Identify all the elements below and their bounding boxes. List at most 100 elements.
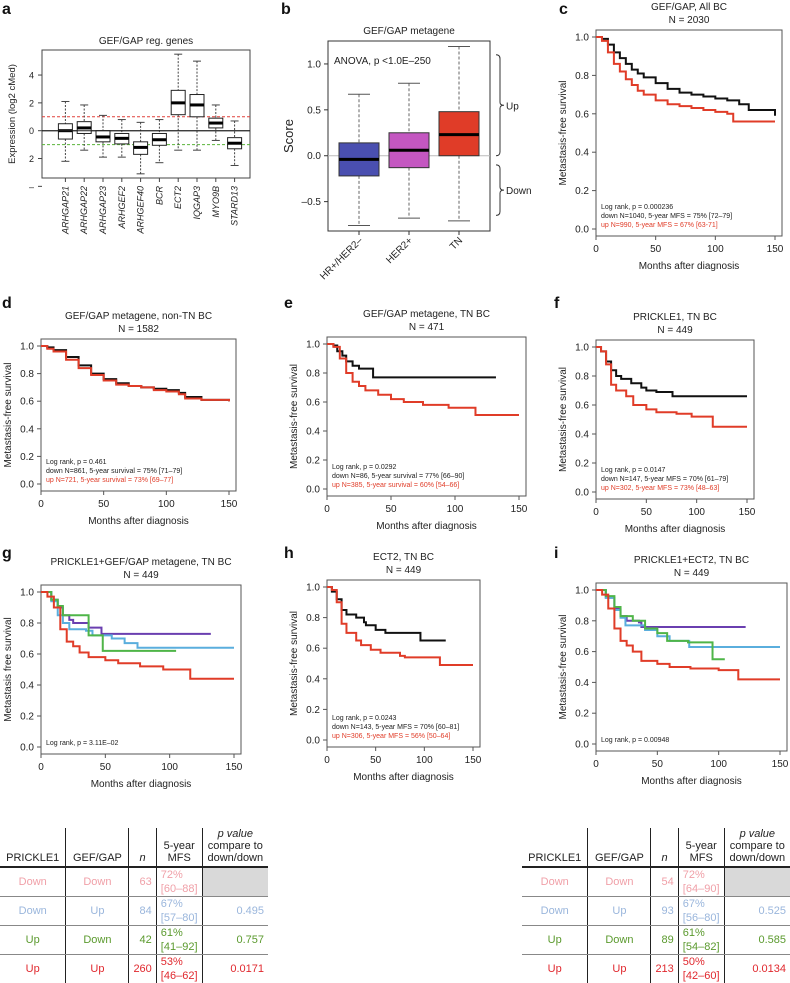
legend-line: down N=143, 5-year MFS = 70% [60–81] bbox=[332, 724, 459, 731]
y-tick-label: 0.8 bbox=[575, 372, 589, 383]
x-axis-label: Months after diagnosis bbox=[91, 779, 192, 790]
y-tick-label: 0.8 bbox=[575, 616, 589, 627]
x-tick-label: 0 bbox=[324, 755, 330, 766]
y-tick-label: 0.8 bbox=[20, 619, 34, 630]
x-axis-label: Months after diagnosis bbox=[353, 772, 454, 783]
y-tick-label: 0.2 bbox=[575, 186, 589, 197]
cell-prickle1: Up bbox=[0, 926, 66, 955]
x-tick-label: HR+/HER2– bbox=[318, 235, 365, 282]
chart-title: GEF/GAP reg. genes bbox=[99, 36, 193, 47]
x-tick-label: HER2+ bbox=[384, 235, 415, 266]
panel-d: GEF/GAP metagene, non-TN BCN = 15820.00.… bbox=[3, 311, 238, 527]
chart-title: GEF/GAP metagene, TN BC bbox=[363, 309, 490, 320]
y-tick-label: 0.0 bbox=[575, 488, 589, 499]
y-tick-label: 0.0 bbox=[575, 225, 589, 236]
panel-letter-e: e bbox=[284, 295, 293, 312]
panel-e: GEF/GAP metagene, TN BCN = 4710.00.20.40… bbox=[289, 309, 528, 532]
cell-p-value: 0.757 bbox=[202, 926, 268, 955]
chart-subtitle: N = 1582 bbox=[118, 324, 159, 335]
y-axis-label: Metastasis-free survival bbox=[558, 614, 569, 719]
x-tick-label: 150 bbox=[767, 244, 784, 255]
chart-title: GEF/GAP metagene, non-TN BC bbox=[65, 311, 212, 322]
x-axis-label: Months after diagnosis bbox=[641, 776, 742, 787]
km-curve-prickle1-up-gef-gap-up bbox=[41, 592, 234, 679]
x-tick-label: ARHGAP23 bbox=[98, 186, 108, 235]
chart-title: GEF/GAP, All BC bbox=[651, 2, 727, 13]
cell-n: 93 bbox=[651, 897, 678, 926]
x-tick-label: 0 bbox=[593, 507, 599, 518]
cell-p-value bbox=[202, 867, 268, 897]
y-tick-label: 0.0 bbox=[306, 485, 320, 496]
col-n: n bbox=[651, 828, 678, 867]
x-tick-label: 150 bbox=[772, 759, 789, 770]
x-tick-label: 50 bbox=[98, 499, 110, 510]
y-tick-label: 1.0 bbox=[20, 342, 34, 353]
x-tick-label: ARHGAP21 bbox=[60, 186, 70, 235]
y-tick-label: 0.6 bbox=[306, 644, 320, 655]
panel-letter-d: d bbox=[2, 295, 12, 312]
km-curve-prickle1-down-ect2-down bbox=[596, 590, 746, 627]
cell-prickle1: Down bbox=[522, 897, 588, 926]
x-tick-label: MYO9B bbox=[211, 186, 221, 218]
x-tick-label: ARHGEF40 bbox=[136, 186, 146, 235]
km-curve-up bbox=[596, 347, 747, 427]
legend-line: up N=385, 5-year survival = 60% [54–66] bbox=[332, 482, 459, 489]
legend-line: Log rank, p = 0.00948 bbox=[601, 737, 669, 744]
p-header-line1: p value bbox=[218, 828, 253, 840]
y-tick-label: 0.2 bbox=[306, 456, 320, 467]
x-axis-label: Months after diagnosis bbox=[625, 524, 726, 535]
x-tick-label: 150 bbox=[511, 504, 528, 515]
x-tick-label: 50 bbox=[650, 244, 662, 255]
km-curve-down bbox=[596, 347, 747, 396]
cell-mfs: 72% [60–88] bbox=[156, 867, 202, 897]
y-tick-label: 0.6 bbox=[575, 647, 589, 658]
cell-mfs: 61% [54–82] bbox=[678, 926, 724, 955]
chart-title: PRICKLE1, TN BC bbox=[633, 312, 717, 323]
y-tick-label: 0.2 bbox=[20, 452, 34, 463]
km-curve-down bbox=[596, 37, 775, 116]
col-mfs: 5-year MFS bbox=[156, 828, 202, 867]
legend-line: up N=302, 5-year MFS = 73% [48–63] bbox=[601, 485, 719, 492]
x-tick-label: ECT2 bbox=[173, 186, 183, 209]
y-tick-label: 0.8 bbox=[306, 613, 320, 624]
y-tick-label: 0.0 bbox=[306, 736, 320, 747]
y-tick-label: 0.0 bbox=[575, 740, 589, 751]
panel-letter-i: i bbox=[554, 545, 558, 562]
y-tick-label: 0.6 bbox=[306, 398, 320, 409]
y-tick-label: 0.6 bbox=[575, 109, 589, 120]
panel-c: GEF/GAP, All BCN = 20300.00.20.40.60.81.… bbox=[558, 2, 784, 272]
chart-subtitle: N = 449 bbox=[386, 565, 422, 576]
legend-line: Log rank, p = 0.461 bbox=[46, 459, 107, 466]
km-curve-prickle1-down-gef-gap-down bbox=[41, 592, 211, 634]
plot-frame bbox=[42, 50, 250, 178]
chart-subtitle: N = 2030 bbox=[669, 15, 710, 26]
cell-n: 54 bbox=[651, 867, 678, 897]
y-tick-label: 4 bbox=[29, 71, 34, 81]
y-tick-label: 1.0 bbox=[575, 33, 589, 44]
plot-frame bbox=[596, 583, 787, 751]
x-tick-label: 0 bbox=[324, 504, 330, 515]
p-header-line1: p value bbox=[740, 828, 775, 840]
p-header-line3: down/down bbox=[729, 852, 785, 864]
bracket-up bbox=[496, 55, 504, 156]
x-tick-label: IQGAP3 bbox=[192, 186, 202, 220]
y-axis-label: Metastasis-free survival bbox=[3, 362, 14, 467]
cell-gene: Down bbox=[66, 926, 129, 955]
x-tick-label: 0 bbox=[593, 244, 599, 255]
y-axis-label: Score bbox=[281, 119, 296, 153]
y-tick-label: 1.0 bbox=[307, 59, 321, 70]
cell-prickle1: Down bbox=[0, 897, 66, 926]
legend-line: Log rank, p = 0.0292 bbox=[332, 464, 397, 471]
y-tick-label: 0.0 bbox=[307, 151, 321, 162]
y-tick-label: 2 bbox=[29, 154, 34, 164]
y-tick-label: 0.8 bbox=[575, 71, 589, 82]
km-curve-up bbox=[327, 344, 519, 415]
col-prickle1: PRICKLE1 bbox=[0, 828, 66, 867]
